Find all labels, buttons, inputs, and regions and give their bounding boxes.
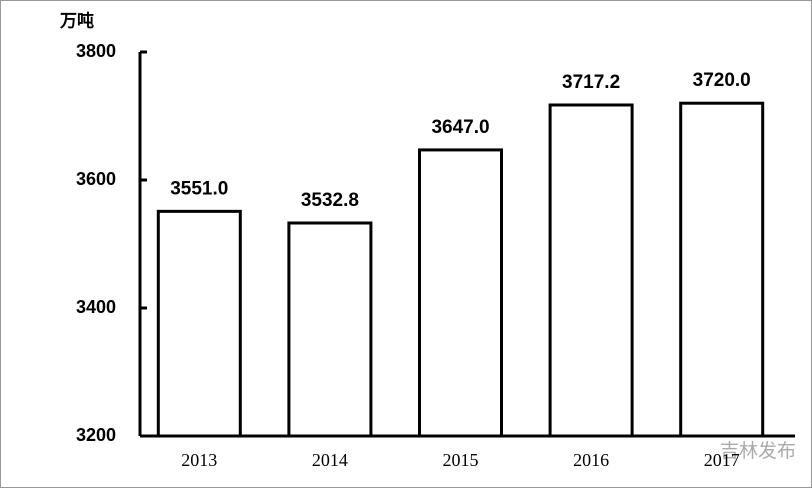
value-label: 3720.0 <box>693 70 751 91</box>
bar <box>418 148 503 438</box>
value-label: 3532.8 <box>301 190 359 211</box>
x-tick-label: 2013 <box>181 450 217 470</box>
x-tick-label: 2015 <box>443 450 479 470</box>
x-tick-label: 2016 <box>573 450 609 470</box>
y-tick-label: 3400 <box>76 297 116 317</box>
bar <box>156 209 242 438</box>
x-tick-label: 2014 <box>312 450 348 470</box>
y-axis-label: 万吨 <box>59 10 94 30</box>
bar <box>679 101 765 438</box>
value-label: 3717.2 <box>562 72 620 93</box>
watermark: 吉林发布 <box>720 440 796 462</box>
y-tick-label: 3800 <box>76 41 116 61</box>
x-tick-label: 2017 <box>704 450 740 470</box>
bar <box>548 103 634 438</box>
y-tick-label: 3200 <box>76 425 116 445</box>
value-label: 3647.0 <box>431 117 489 138</box>
y-tick-label: 3600 <box>76 169 116 189</box>
bar <box>287 221 373 438</box>
value-label: 3551.0 <box>170 178 228 199</box>
